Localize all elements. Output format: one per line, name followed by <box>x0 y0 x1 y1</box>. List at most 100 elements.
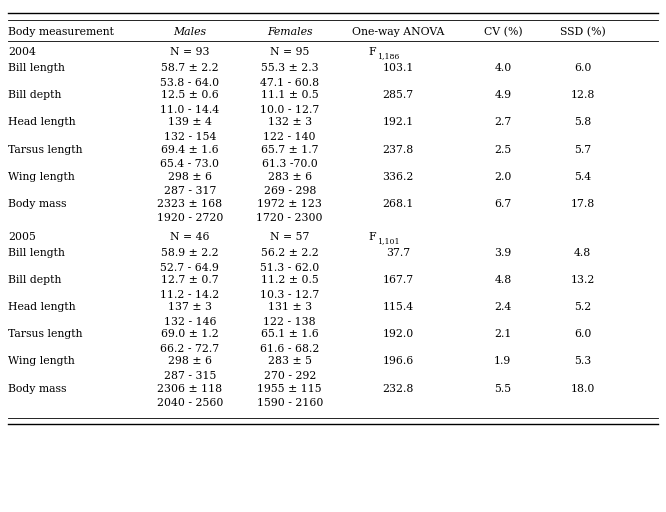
Text: N = 57: N = 57 <box>270 232 310 242</box>
Text: 5.5: 5.5 <box>494 383 511 394</box>
Text: Head length: Head length <box>8 302 76 312</box>
Text: 37.7: 37.7 <box>386 248 410 258</box>
Text: Wing length: Wing length <box>8 172 75 182</box>
Text: 4.8: 4.8 <box>494 275 511 285</box>
Text: 12.7 ± 0.7: 12.7 ± 0.7 <box>161 275 218 285</box>
Text: 65.4 - 73.0: 65.4 - 73.0 <box>161 159 219 169</box>
Text: 196.6: 196.6 <box>383 356 414 367</box>
Text: 53.8 - 64.0: 53.8 - 64.0 <box>161 78 219 88</box>
Text: CV (%): CV (%) <box>484 27 522 37</box>
Text: 268.1: 268.1 <box>382 199 414 209</box>
Text: 47.1 - 60.8: 47.1 - 60.8 <box>260 78 319 88</box>
Text: 56.2 ± 2.2: 56.2 ± 2.2 <box>261 248 318 258</box>
Text: 55.3 ± 2.3: 55.3 ± 2.3 <box>261 63 318 73</box>
Text: N = 93: N = 93 <box>170 47 210 57</box>
Text: Males: Males <box>173 27 206 37</box>
Text: 167.7: 167.7 <box>383 275 414 285</box>
Text: 11.0 - 14.4: 11.0 - 14.4 <box>161 105 219 115</box>
Text: 12.5 ± 0.6: 12.5 ± 0.6 <box>161 90 218 100</box>
Text: 13.2: 13.2 <box>571 275 595 285</box>
Text: 5.2: 5.2 <box>574 302 591 312</box>
Text: 2323 ± 168: 2323 ± 168 <box>157 199 222 209</box>
Text: 4.9: 4.9 <box>494 90 511 100</box>
Text: 2.0: 2.0 <box>494 172 511 182</box>
Text: 192.1: 192.1 <box>383 117 414 127</box>
Text: Bill depth: Bill depth <box>8 90 61 100</box>
Text: 3.9: 3.9 <box>494 248 511 258</box>
Text: 122 - 138: 122 - 138 <box>263 317 316 327</box>
Text: Bill depth: Bill depth <box>8 275 61 285</box>
Text: 139 ± 4: 139 ± 4 <box>168 117 212 127</box>
Text: Tarsus length: Tarsus length <box>8 144 83 155</box>
Text: 1955 ± 115: 1955 ± 115 <box>257 383 322 394</box>
Text: 18.0: 18.0 <box>571 383 595 394</box>
Text: 1972 ± 123: 1972 ± 123 <box>257 199 322 209</box>
Text: 287 - 317: 287 - 317 <box>164 186 216 196</box>
Text: 65.7 ± 1.7: 65.7 ± 1.7 <box>261 144 318 155</box>
Text: 58.9 ± 2.2: 58.9 ± 2.2 <box>161 248 218 258</box>
Text: 2.4: 2.4 <box>494 302 511 312</box>
Text: F: F <box>368 232 376 242</box>
Text: 237.8: 237.8 <box>383 144 414 155</box>
Text: N = 46: N = 46 <box>170 232 210 242</box>
Text: 336.2: 336.2 <box>382 172 414 182</box>
Text: 69.4 ± 1.6: 69.4 ± 1.6 <box>161 144 218 155</box>
Text: 5.8: 5.8 <box>574 117 591 127</box>
Text: 5.3: 5.3 <box>574 356 591 367</box>
Text: 6.7: 6.7 <box>494 199 511 209</box>
Text: 4.0: 4.0 <box>494 63 511 73</box>
Text: Tarsus length: Tarsus length <box>8 329 83 339</box>
Text: 232.8: 232.8 <box>382 383 414 394</box>
Text: 65.1 ± 1.6: 65.1 ± 1.6 <box>261 329 318 339</box>
Text: 5.7: 5.7 <box>574 144 591 155</box>
Text: 52.7 - 64.9: 52.7 - 64.9 <box>161 263 219 272</box>
Text: 132 ± 3: 132 ± 3 <box>268 117 312 127</box>
Text: 283 ± 6: 283 ± 6 <box>268 172 312 182</box>
Text: Body measurement: Body measurement <box>8 27 114 37</box>
Text: 1,186: 1,186 <box>377 52 399 60</box>
Text: 11.1 ± 0.5: 11.1 ± 0.5 <box>261 90 318 100</box>
Text: Head length: Head length <box>8 117 76 127</box>
Text: 1,101: 1,101 <box>377 237 400 245</box>
Text: 192.0: 192.0 <box>383 329 414 339</box>
Text: Body mass: Body mass <box>8 383 67 394</box>
Text: 283 ± 5: 283 ± 5 <box>268 356 312 367</box>
Text: N = 95: N = 95 <box>270 47 310 57</box>
Text: 2306 ± 118: 2306 ± 118 <box>157 383 222 394</box>
Text: 10.3 - 12.7: 10.3 - 12.7 <box>260 290 319 300</box>
Text: Wing length: Wing length <box>8 356 75 367</box>
Text: 6.0: 6.0 <box>574 63 591 73</box>
Text: 285.7: 285.7 <box>383 90 414 100</box>
Text: SSD (%): SSD (%) <box>560 27 605 37</box>
Text: 2.1: 2.1 <box>494 329 511 339</box>
Text: Bill length: Bill length <box>8 248 65 258</box>
Text: 270 - 292: 270 - 292 <box>264 371 316 381</box>
Text: 5.4: 5.4 <box>574 172 591 182</box>
Text: 131 ± 3: 131 ± 3 <box>268 302 312 312</box>
Text: 66.2 - 72.7: 66.2 - 72.7 <box>161 344 219 354</box>
Text: 1720 - 2300: 1720 - 2300 <box>256 214 323 223</box>
Text: 2005: 2005 <box>8 232 36 242</box>
Text: 115.4: 115.4 <box>383 302 414 312</box>
Text: Body mass: Body mass <box>8 199 67 209</box>
Text: 11.2 ± 0.5: 11.2 ± 0.5 <box>261 275 318 285</box>
Text: 122 - 140: 122 - 140 <box>264 132 316 142</box>
Text: 1920 - 2720: 1920 - 2720 <box>157 214 223 223</box>
Text: 137 ± 3: 137 ± 3 <box>168 302 212 312</box>
Text: 51.3 - 62.0: 51.3 - 62.0 <box>260 263 319 272</box>
Text: 2.5: 2.5 <box>494 144 511 155</box>
Text: 10.0 - 12.7: 10.0 - 12.7 <box>260 105 319 115</box>
Text: 1.9: 1.9 <box>494 356 511 367</box>
Text: One-way ANOVA: One-way ANOVA <box>352 27 444 37</box>
Text: 58.7 ± 2.2: 58.7 ± 2.2 <box>161 63 218 73</box>
Text: 132 - 146: 132 - 146 <box>164 317 216 327</box>
Text: 4.8: 4.8 <box>574 248 591 258</box>
Text: 61.6 - 68.2: 61.6 - 68.2 <box>260 344 320 354</box>
Text: 103.1: 103.1 <box>382 63 414 73</box>
Text: 2.7: 2.7 <box>494 117 511 127</box>
Text: 269 - 298: 269 - 298 <box>264 186 316 196</box>
Text: 12.8: 12.8 <box>571 90 595 100</box>
Text: 61.3 -70.0: 61.3 -70.0 <box>262 159 318 169</box>
Text: Bill length: Bill length <box>8 63 65 73</box>
Text: 1590 - 2160: 1590 - 2160 <box>256 398 323 408</box>
